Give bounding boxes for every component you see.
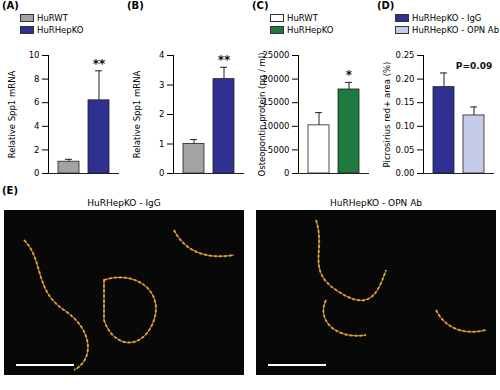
html-text:HuRHepKO - IgG: HuRHepKO - IgG: [87, 198, 161, 208]
svg-text:0: 0: [34, 168, 39, 178]
html-text:(B): (B): [127, 0, 144, 11]
svg-text:**: **: [218, 53, 231, 67]
svg-text:6: 6: [34, 97, 39, 107]
svg-text:0.05: 0.05: [396, 145, 415, 155]
html-text:HuRHepKO - OPN Ab: HuRHepKO - OPN Ab: [329, 198, 423, 208]
svg-text:10000: 10000: [262, 121, 290, 131]
html-text:(D): (D): [377, 0, 395, 11]
svg-text:0.00: 0.00: [396, 168, 415, 178]
html-text:(A): (A): [2, 0, 19, 11]
svg-text:0.15: 0.15: [396, 97, 415, 107]
svg-text:0: 0: [284, 168, 289, 178]
html-text:HuRHepKO: HuRHepKO: [287, 25, 334, 35]
svg-text:25000: 25000: [262, 50, 290, 61]
svg-text:0.20: 0.20: [396, 74, 415, 84]
svg-text:Relative Spp1 mRNA: Relative Spp1 mRNA: [132, 70, 142, 158]
svg-text:Osteopontin protein (pg / ml): Osteopontin protein (pg / ml): [257, 53, 267, 177]
svg-text:**: **: [93, 57, 106, 71]
html-text:(C): (C): [252, 0, 269, 11]
html-text:HuRHepKO - IgG: HuRHepKO - IgG: [412, 13, 482, 23]
svg-text:Relative Spp1 mRNA: Relative Spp1 mRNA: [7, 70, 17, 158]
html-text:(E): (E): [2, 185, 18, 196]
svg-text:3: 3: [159, 80, 164, 90]
html-text:HuRWT: HuRWT: [287, 13, 318, 23]
svg-text:P=0.09: P=0.09: [456, 61, 492, 71]
svg-text:5000: 5000: [268, 145, 290, 155]
svg-text:2: 2: [159, 109, 164, 119]
svg-text:Picrosirius red+ area (%): Picrosirius red+ area (%): [382, 62, 392, 168]
svg-text:15000: 15000: [262, 97, 290, 108]
svg-text:0.10: 0.10: [396, 121, 415, 131]
svg-text:0: 0: [159, 168, 164, 178]
svg-text:4: 4: [34, 121, 39, 131]
svg-text:10: 10: [29, 50, 40, 60]
svg-text:4: 4: [159, 50, 164, 60]
svg-text:20000: 20000: [262, 73, 290, 84]
svg-text:8: 8: [34, 74, 39, 84]
svg-text:2: 2: [34, 145, 39, 155]
html-text:HuRHepKO - OPN Ab: HuRHepKO - OPN Ab: [412, 25, 500, 35]
svg-text:0.25: 0.25: [396, 50, 415, 60]
html-text:HuRHepKO: HuRHepKO: [37, 25, 84, 35]
html-text:HuRWT: HuRWT: [37, 13, 68, 23]
svg-text:*: *: [346, 68, 353, 82]
svg-text:1: 1: [159, 139, 164, 149]
